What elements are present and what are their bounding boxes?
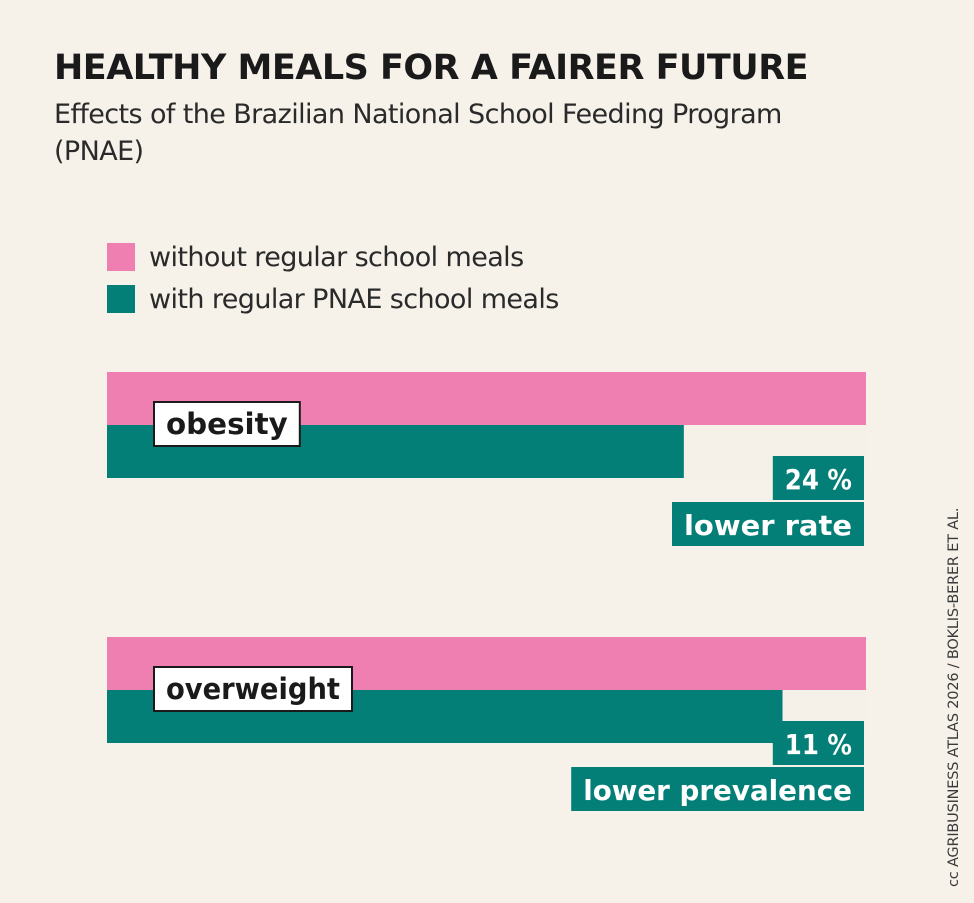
annotation-value-box-overweight: [772, 721, 864, 765]
category-label-overweight: overweight: [166, 672, 340, 706]
category-label-box-overweight: [153, 666, 353, 712]
annotation-value-obesity: 24 %: [785, 463, 852, 496]
legend-swatch-without: [107, 243, 135, 271]
annotation-value-overweight: 11 %: [785, 728, 852, 761]
legend-swatch-with: [107, 285, 135, 313]
legend: without regular school meals with regula…: [107, 236, 559, 320]
legend-item-with: with regular PNAE school meals: [107, 278, 559, 320]
annotation-value-box-obesity: [772, 456, 864, 500]
legend-item-without: without regular school meals: [107, 236, 559, 278]
legend-label-with: with regular PNAE school meals: [149, 283, 559, 315]
category-label-obesity: obesity: [166, 407, 288, 441]
annotation-label-box-obesity: [672, 502, 864, 546]
annotation-label-obesity: lower rate: [684, 509, 852, 542]
chart-subtitle: Effects of the Brazilian National School…: [54, 99, 782, 167]
legend-label-without: without regular school meals: [149, 241, 524, 273]
credit-line: cc AGRIBUSINESS ATLAS 2026 / BOKLIS-BERE…: [946, 507, 962, 887]
chart-title: HEALTHY MEALS FOR A FAIRER FUTURE: [54, 48, 809, 88]
annotation-label-box-overweight: [571, 767, 864, 811]
category-label-box-obesity: [153, 401, 301, 447]
annotation-label-overweight: lower prevalence: [583, 774, 852, 807]
